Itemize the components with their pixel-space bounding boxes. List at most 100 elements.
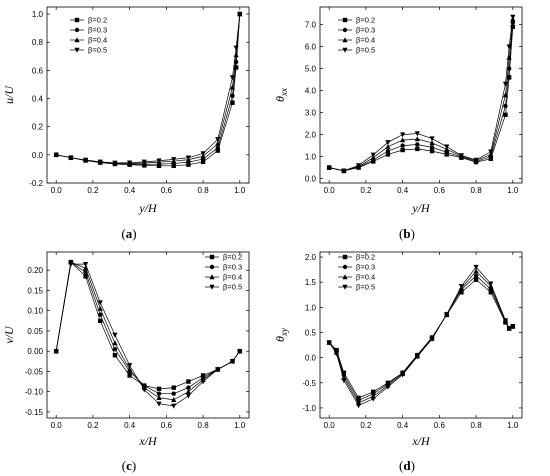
- data-point: [503, 112, 508, 117]
- y-tick-label: -0.2: [29, 179, 43, 188]
- legend-marker: [342, 37, 348, 43]
- legend-marker: [342, 17, 348, 23]
- data-point: [200, 159, 206, 165]
- data-point: [400, 372, 406, 378]
- data-point: [83, 274, 88, 279]
- legend-entry: β=0.3: [88, 26, 107, 35]
- data-point: [97, 300, 103, 306]
- data-point: [473, 268, 479, 274]
- data-point: [444, 312, 450, 318]
- data-point: [127, 366, 133, 372]
- y-tick-label: 0.0: [305, 175, 317, 184]
- y-tick-label: 3.0: [305, 109, 317, 118]
- y-tick-label: 7.0: [305, 21, 317, 30]
- chart-panel-4: 0.0 0.2 0.4 0.6 0.8 1.0 -1.0 -0.5 0.0 0.5 1.0 1.5 2.…: [273, 251, 523, 473]
- data-point: [127, 363, 133, 369]
- legend-marker: [342, 254, 348, 260]
- series-line: [328, 279, 513, 399]
- data-point: [112, 160, 118, 166]
- legend-entry: β=0.2: [88, 16, 107, 25]
- data-point: [400, 147, 405, 153]
- data-point: [156, 401, 162, 407]
- legend-marker: [74, 47, 80, 53]
- data-point: [53, 348, 59, 354]
- data-point: [444, 152, 449, 157]
- data-point: [385, 143, 391, 149]
- data-point: [385, 148, 391, 154]
- x-tick-label: 0.4: [124, 421, 136, 430]
- y-tick-label: 0.8: [32, 38, 44, 47]
- legend-marker: [209, 264, 215, 270]
- x-tick-label: 0.2: [87, 186, 99, 195]
- data-point: [429, 136, 435, 142]
- y-tick-label: -0.10: [25, 388, 44, 397]
- data-point: [200, 151, 206, 157]
- x-axis-label: x/H: [411, 434, 431, 448]
- x-tick-label: 1.0: [507, 186, 519, 195]
- data-point: [233, 45, 239, 51]
- data-point: [414, 131, 420, 137]
- data-point: [429, 336, 435, 342]
- data-point: [98, 312, 103, 317]
- data-point: [200, 379, 206, 385]
- x-tick-label: 0.6: [434, 186, 446, 195]
- panel-caption: (b): [399, 226, 415, 241]
- data-point: [186, 385, 191, 390]
- data-point: [215, 145, 220, 150]
- data-point: [506, 75, 512, 80]
- data-point: [458, 284, 464, 290]
- data-point: [68, 261, 74, 267]
- data-point: [400, 143, 405, 148]
- data-point: [156, 386, 162, 392]
- data-point: [473, 277, 479, 282]
- legend-entry: β=0.3: [356, 263, 375, 272]
- data-point: [355, 163, 362, 169]
- data-point: [355, 403, 362, 409]
- data-point: [82, 261, 89, 267]
- data-point: [503, 103, 508, 109]
- y-tick-label: 1.0: [305, 303, 317, 312]
- panel-caption: (d): [399, 458, 415, 473]
- legend-entry: β=0.2: [223, 253, 242, 262]
- data-point: [53, 152, 59, 158]
- data-point: [233, 52, 239, 58]
- data-point: [68, 155, 74, 161]
- data-point: [370, 396, 376, 402]
- data-point: [488, 149, 494, 155]
- series-line: [56, 14, 241, 164]
- series-line: [55, 263, 241, 407]
- data-point: [215, 367, 221, 373]
- plot-frame: [319, 6, 523, 184]
- series-4: [326, 264, 516, 409]
- series-2: [326, 273, 516, 403]
- x-axis-label: x/H: [138, 434, 158, 448]
- data-point: [233, 65, 239, 70]
- data-point: [156, 394, 162, 400]
- legend-entry: β=0.5: [223, 283, 242, 292]
- series-line: [328, 266, 513, 406]
- series-line: [56, 14, 241, 167]
- legend-entry: β=0.4: [356, 273, 375, 282]
- data-point: [82, 265, 89, 271]
- data-point: [429, 148, 435, 154]
- data-point: [488, 156, 493, 161]
- data-point: [141, 387, 147, 393]
- series-line: [56, 14, 241, 165]
- data-point: [444, 144, 450, 150]
- legend-marker: [74, 37, 80, 43]
- data-point: [171, 163, 176, 169]
- data-point: [341, 370, 347, 375]
- legend-marker: [74, 27, 80, 33]
- y-tick-label: 0.0: [305, 354, 317, 363]
- y-tick-label: 0.2: [32, 123, 44, 132]
- data-point: [473, 157, 479, 163]
- legend-entry: β=0.2: [356, 16, 375, 25]
- x-axis-label: y/H: [411, 201, 431, 215]
- y-tick-label: 0.05: [27, 327, 43, 336]
- data-point: [488, 281, 494, 287]
- series-2: [53, 259, 243, 396]
- data-point: [112, 332, 118, 338]
- data-point: [215, 148, 220, 153]
- y-tick-label: 1.0: [32, 10, 44, 19]
- legend-entry: β=0.4: [223, 273, 242, 282]
